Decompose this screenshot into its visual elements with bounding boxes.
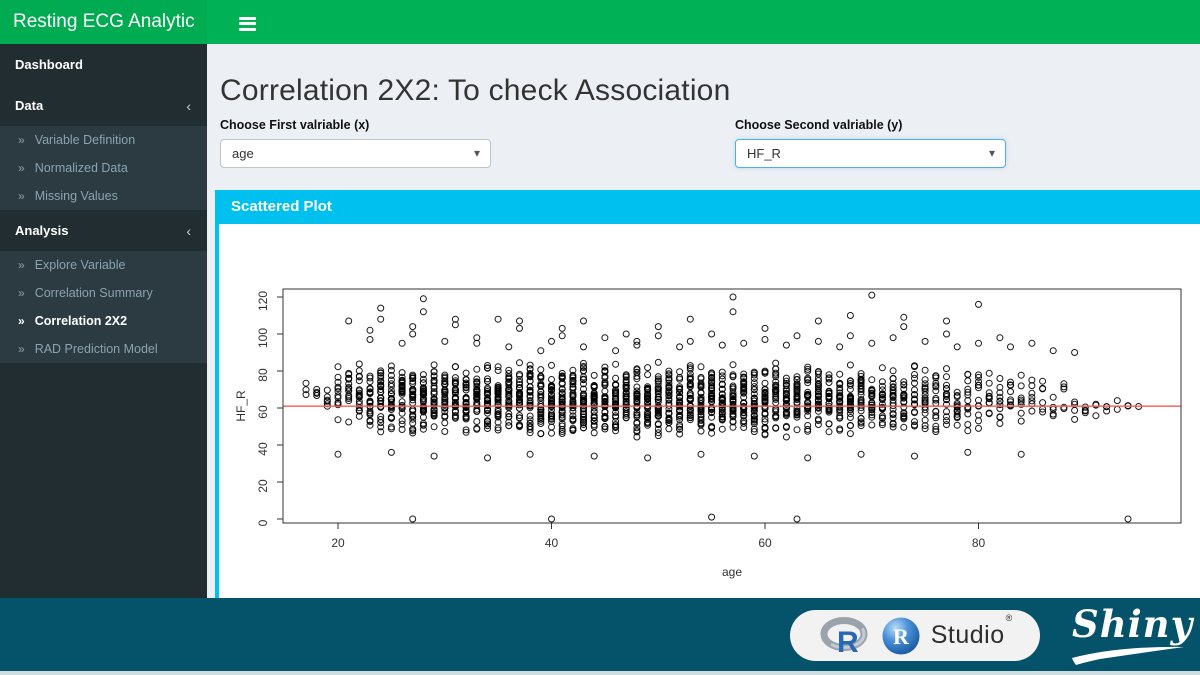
angle-double-right-icon: » [18,314,25,328]
svg-text:age: age [722,565,742,579]
main-content: Correlation 2X2: To check Association Ch… [207,44,1200,598]
rstudio-ball-icon: R [882,617,920,654]
angle-double-right-icon: » [18,189,25,203]
svg-text:20: 20 [331,536,345,550]
scattered-plot-box-header: Scattered Plot [219,190,1200,224]
svg-text:20: 20 [256,479,270,493]
svg-text:120: 120 [256,291,270,311]
angle-double-right-icon: » [18,161,25,175]
second-variable-value: HF_R [747,146,781,161]
angle-double-right-icon: » [18,342,25,356]
shiny-wordmark: Shiny [1072,602,1194,646]
svg-text:60: 60 [758,536,772,550]
svg-text:0: 0 [256,519,270,526]
box-title: Scattered Plot [231,198,332,215]
svg-text:40: 40 [256,442,270,456]
svg-text:HF_R: HF_R [234,390,248,422]
svg-text:100: 100 [256,328,270,348]
scattered-plot-box-body: 0 20 40 60 80 100 120 20 40 60 80 age HF_R [219,224,1200,598]
second-variable-control: Choose Second valriable (y) HF_R ▾ [735,118,1006,168]
navbar [207,0,1200,44]
angle-double-right-icon: » [18,133,25,147]
shiny-logo: Shiny [1072,602,1192,666]
svg-text:40: 40 [545,536,559,550]
first-variable-select[interactable]: age ▾ [220,139,491,168]
sidebar: Dashboard Data ‹ » Variable Definition » N… [0,44,207,598]
second-variable-label: Choose Second valriable (y) [735,118,903,132]
chevron-left-icon: ‹ [186,223,191,239]
sidebar-item-missing-values[interactable]: » Missing Values [18,189,118,203]
second-variable-select[interactable]: HF_R ▾ [735,139,1006,168]
r-logo-letter: R [837,626,859,656]
svg-text:80: 80 [972,536,986,550]
first-variable-label: Choose First valriable (x) [220,118,370,132]
sidebar-item-dashboard[interactable]: Dashboard [15,57,83,72]
sidebar-submenu-data: » Variable Definition » Normalized Data » M… [0,126,207,210]
variable-controls: Choose First valriable (x) age ▾ Choose … [207,118,1200,178]
svg-text:60: 60 [256,405,270,419]
sidebar-item-variable-definition[interactable]: » Variable Definition [18,133,136,147]
sidebar-section-analysis[interactable]: Analysis ‹ [15,223,191,239]
sidebar-item-rad-prediction-model[interactable]: » RAD Prediction Model [18,342,158,356]
app-logo-title: Resting ECG Analytic [0,0,207,44]
rstudio-letter: R [893,624,910,649]
bottom-strip [0,671,1200,675]
caret-down-icon: ▾ [988,146,995,160]
top-header: Resting ECG Analytic [0,0,1200,44]
r-logo-icon: R [820,616,868,656]
scattered-plot-box: Scattered Plot 0 20 40 60 80 100 120 20 40 60 80 ag… [215,190,1200,598]
sidebar-item-correlation-2x2[interactable]: » Correlation 2X2 [18,314,128,328]
sidebar-item-normalized-data[interactable]: » Normalized Data [18,161,128,175]
scatter-plot: 0 20 40 60 80 100 120 20 40 60 80 age HF_R [234,288,1182,579]
svg-text:80: 80 [256,368,270,382]
rstudio-wordmark: Studio® [930,613,1013,649]
sidebar-item-explore-variable[interactable]: » Explore Variable [18,258,126,272]
page-title: Correlation 2X2: To check Association [220,74,731,107]
hamburger-icon[interactable] [237,12,259,32]
chevron-left-icon: ‹ [186,98,191,114]
angle-double-right-icon: » [18,286,25,300]
footer: R R Studio® Shiny [0,598,1200,672]
first-variable-value: age [232,146,254,161]
sidebar-section-data[interactable]: Data ‹ [15,98,191,114]
sidebar-item-correlation-summary[interactable]: » Correlation Summary [18,286,153,300]
shiny-swoosh-icon [1072,646,1184,665]
first-variable-control: Choose First valriable (x) age ▾ [220,118,491,168]
caret-down-icon: ▾ [473,146,480,160]
r-rstudio-logo-pill: R R Studio® [790,610,1040,661]
angle-double-right-icon: » [18,258,25,272]
sidebar-submenu-analysis: » Explore Variable » Correlation Summary »… [0,251,207,363]
